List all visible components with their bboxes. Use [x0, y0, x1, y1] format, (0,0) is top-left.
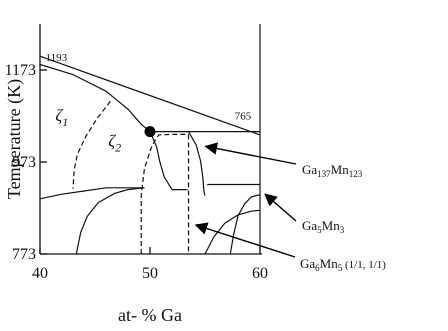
phase-boundaries: [39, 24, 261, 255]
pointer-arrow: [264, 193, 297, 222]
phase-boundary-line: [75, 187, 145, 255]
x-tick-label: 60: [252, 265, 268, 282]
phase-boundary-line: [187, 131, 206, 196]
y-tick-label: 1173: [5, 62, 36, 79]
temperature-annotation: 765: [235, 111, 252, 123]
phase-name-label: Ga137Mn123: [302, 162, 363, 179]
arrow-annotations: Ga137Mn123 Ga5Mn3 Ga6Mn5 (1/1, 1/1): [194, 142, 386, 273]
pointer-arrow: [204, 142, 297, 165]
y-axis-title: Temperature (K): [4, 79, 25, 199]
temperature-annotation: 1193: [46, 52, 68, 64]
y-tick-label: 773: [12, 246, 36, 263]
pointer-arrow: [194, 222, 296, 258]
phase-boundary-line: [39, 187, 145, 200]
x-tick-label: 40: [32, 265, 48, 282]
x-tick-label: 50: [142, 265, 158, 282]
phase-boundary-line: [39, 55, 261, 136]
dashed-boundary-line: [140, 133, 189, 254]
y-tick-label: 973: [12, 154, 36, 171]
phase-label: ζ2: [108, 131, 121, 154]
phase-boundary-line: [229, 194, 261, 255]
phase-name-label: Ga6Mn5 (1/1, 1/1): [300, 256, 386, 273]
axis-ticks: 773 973 1173 40 50 60: [5, 62, 268, 282]
annotations: 1193 765 ζ1 ζ2: [46, 52, 252, 155]
phase-name-label: Ga5Mn3: [302, 218, 345, 235]
phase-label: ζ1: [55, 106, 68, 129]
phase-boundary-line: [204, 209, 261, 255]
invariant-point-marker: [144, 126, 156, 138]
dashed-boundary-line: [72, 100, 111, 189]
x-axis-title: at- % Ga: [118, 305, 182, 325]
